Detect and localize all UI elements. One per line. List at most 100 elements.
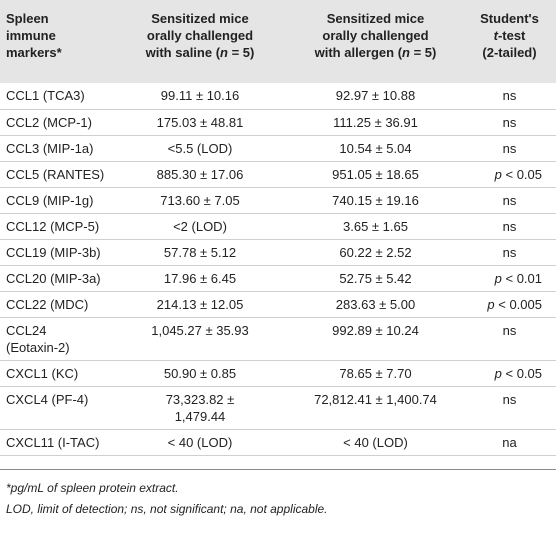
marker-cell: CCL20 (MIP-3a)	[0, 265, 112, 291]
allergen-value-cell-text: 951.05 ± 18.65	[332, 166, 419, 182]
header-saline: Sensitized mice orally challenged with s…	[112, 0, 288, 83]
saline-value-cell: 73,323.82 ±1,479.44	[112, 386, 288, 429]
saline-value-cell: 175.03 ± 48.81	[112, 109, 288, 135]
ttest-result: ns	[502, 114, 517, 130]
table-row: CCL9 (MIP-1g) 713.60 ± 7.05 740.15 ± 19.16…	[0, 187, 556, 213]
footnotes: *pg/mL of spleen protein extract. LOD, l…	[6, 478, 550, 520]
saline-value-cell: 713.60 ± 7.05	[112, 187, 288, 213]
marker-cell: CXCL11 (I-TAC)	[0, 429, 112, 455]
allergen-value-cell: 78.65 ± 7.70	[288, 360, 463, 386]
table-row: CXCL4 (PF-4) 73,323.82 ±1,479.44 72,812.41…	[0, 386, 556, 429]
marker-cell-text: CXCL4 (PF-4)	[6, 391, 89, 407]
ttest-cell: ns	[463, 135, 556, 161]
ttest-result: ns	[502, 391, 517, 407]
ttest-result: < 0.005	[494, 296, 542, 312]
ttest-cell: p < 0.05	[463, 161, 556, 187]
marker-cell: CCL22 (MDC)	[0, 291, 112, 317]
allergen-value-cell-text: 60.22 ± 2.52	[339, 244, 412, 260]
saline-value-cell: 99.11 ± 10.16	[112, 83, 288, 109]
allergen-value-cell-text: 283.63 ± 5.00	[335, 296, 416, 312]
allergen-value-cell-text: 992.89 ± 10.24	[332, 322, 419, 338]
footnote-abbreviations: LOD, limit of detection; ns, not signifi…	[6, 502, 328, 516]
ttest-result: ns	[502, 218, 517, 234]
header-ttest-line: Student's	[480, 11, 539, 26]
saline-value-cell: 214.13 ± 12.05	[112, 291, 288, 317]
marker-cell: CCL24 (Eotaxin-2)	[0, 317, 112, 360]
saline-value-cell: <2 (LOD)	[112, 213, 288, 239]
marker-cell: CCL1 (TCA3)	[0, 83, 112, 109]
ttest-cell: ns	[463, 317, 556, 360]
header-row: Spleen immune markers* Sensitized mice o…	[0, 0, 556, 83]
header-saline-n: n	[220, 45, 228, 60]
saline-value-cell: < 40 (LOD)	[112, 429, 288, 455]
saline-value-cell-text: 1,045.27 ± 35.93	[151, 322, 249, 338]
saline-value-cell-text: 99.11 ± 10.16	[160, 88, 240, 103]
header-markers: Spleen immune markers*	[0, 0, 112, 83]
chemokine-table: Spleen immune markers* Sensitized mice o…	[0, 0, 556, 455]
allergen-value-cell: 111.25 ± 36.91	[288, 109, 463, 135]
allergen-value-cell-text: < 40 (LOD)	[343, 434, 408, 450]
marker-cell-text: CCL20 (MIP-3a)	[6, 270, 101, 286]
saline-value-cell-text: 17.96 ± 6.45	[163, 270, 237, 286]
saline-value-cell: <5.5 (LOD)	[112, 135, 288, 161]
allergen-value-cell-text: 740.15 ± 19.16	[332, 192, 419, 208]
marker-cell: CCL12 (MCP-5)	[0, 213, 112, 239]
p-symbol: p	[494, 166, 502, 182]
allergen-value-cell-text: 92.97 ± 10.88	[335, 88, 416, 103]
table-row: CCL22 (MDC) 214.13 ± 12.05 283.63 ± 5.00 p …	[0, 291, 556, 317]
header-allergen-line: with allergen (	[314, 45, 403, 60]
marker-cell-text: CXCL11 (I-TAC)	[6, 434, 100, 450]
marker-cell-text: CCL3 (MIP-1a)	[6, 140, 94, 156]
saline-value-cell-text: < 40 (LOD)	[167, 434, 233, 450]
ttest-result: ns	[502, 140, 517, 156]
ttest-result: na	[502, 434, 517, 450]
marker-cell: CCL9 (MIP-1g)	[0, 187, 112, 213]
allergen-value-cell: 92.97 ± 10.88	[288, 83, 463, 109]
allergen-value-cell: 951.05 ± 18.65	[288, 161, 463, 187]
table-row: CCL3 (MIP-1a) <5.5 (LOD) 10.54 ± 5.04 ns	[0, 135, 556, 161]
marker-cell-text: CCL5 (RANTES)	[6, 166, 105, 182]
header-allergen-line: = 5)	[409, 45, 437, 60]
ttest-cell: ns	[463, 239, 556, 265]
ttest-cell: ns	[463, 187, 556, 213]
header-ttest-line: -test	[497, 28, 526, 43]
allergen-value-cell: 60.22 ± 2.52	[288, 239, 463, 265]
saline-value-cell-text: 1,479.44	[174, 408, 226, 424]
marker-cell: CCL3 (MIP-1a)	[0, 135, 112, 161]
saline-value-cell-text: <5.5 (LOD)	[167, 140, 233, 156]
ttest-result: < 0.01	[501, 270, 542, 286]
table-row: CCL19 (MIP-3b) 57.78 ± 5.12 60.22 ± 2.52 ns	[0, 239, 556, 265]
saline-value-cell-text: 214.13 ± 12.05	[156, 296, 244, 312]
p-symbol: p	[494, 365, 502, 381]
ttest-result: ns	[502, 244, 517, 260]
allergen-value-cell-text: 111.25 ± 36.91	[333, 114, 418, 130]
marker-cell: CCL2 (MCP-1)	[0, 109, 112, 135]
saline-value-cell-text: 175.03 ± 48.81	[156, 114, 244, 130]
header-allergen: Sensitized mice orally challenged with a…	[288, 0, 463, 83]
ttest-cell: ns	[463, 83, 556, 109]
marker-cell-text: CCL24	[6, 322, 47, 338]
allergen-value-cell-text: 10.54 ± 5.04	[339, 140, 412, 156]
saline-value-cell-text: 50.90 ± 0.85	[163, 365, 237, 381]
header-saline-line: orally challenged	[146, 28, 254, 43]
marker-cell-text: CCL2 (MCP-1)	[6, 114, 92, 130]
allergen-value-cell: 740.15 ± 19.16	[288, 187, 463, 213]
ttest-result: < 0.05	[501, 365, 542, 381]
saline-value-cell: 50.90 ± 0.85	[112, 360, 288, 386]
footnote-units: *pg/mL of spleen protein extract.	[6, 481, 179, 495]
header-saline-line: with saline (	[145, 45, 221, 60]
saline-value-cell: 57.78 ± 5.12	[112, 239, 288, 265]
ttest-cell: ns	[463, 109, 556, 135]
ttest-result: < 0.05	[501, 166, 542, 182]
saline-value-cell-text: <2 (LOD)	[173, 218, 227, 234]
header-markers-line: immune	[6, 28, 56, 43]
marker-cell: CCL5 (RANTES)	[0, 161, 112, 187]
header-saline-line: Sensitized mice	[151, 11, 249, 26]
ttest-cell: p < 0.005	[463, 291, 556, 317]
allergen-value-cell: 283.63 ± 5.00	[288, 291, 463, 317]
allergen-value-cell-text: 78.65 ± 7.70	[339, 365, 412, 381]
marker-cell-text: CCL1 (TCA3)	[6, 88, 85, 103]
allergen-value-cell: 52.75 ± 5.42	[288, 265, 463, 291]
table-body: CCL1 (TCA3) 99.11 ± 10.16 92.97 ± 10.88 ns C…	[0, 83, 556, 455]
table-row: CXCL1 (KC) 50.90 ± 0.85 78.65 ± 7.70 p < 0.…	[0, 360, 556, 386]
